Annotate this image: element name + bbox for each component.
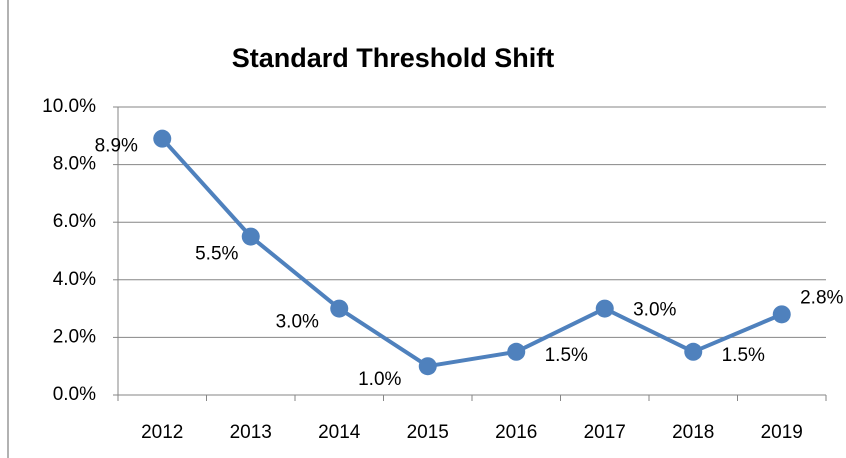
data-label: 3.0%: [633, 300, 676, 321]
data-label: 1.5%: [545, 345, 588, 366]
y-tick-label: 8.0%: [53, 154, 96, 175]
data-label: 5.5%: [195, 244, 238, 265]
data-label: 8.9%: [95, 136, 138, 157]
data-label: 1.5%: [722, 345, 765, 366]
data-label: 2.8%: [800, 287, 843, 308]
marker: [684, 342, 703, 361]
marker: [507, 342, 526, 361]
chart-title: Standard Threshold Shift: [232, 43, 555, 73]
marker: [241, 227, 260, 246]
marker: [153, 129, 172, 148]
x-tick-label: 2014: [318, 422, 361, 443]
y-tick-label: 6.0%: [53, 211, 96, 232]
y-tick-label: 0.0%: [53, 384, 96, 405]
x-tick-label: 2019: [761, 422, 803, 443]
marker: [772, 305, 791, 324]
x-tick-label: 2018: [672, 422, 714, 443]
y-tick-label: 2.0%: [53, 326, 96, 347]
line: [160, 137, 783, 369]
marker: [330, 299, 349, 318]
y-tick-label: 10.0%: [42, 96, 96, 117]
data-label: 3.0%: [276, 312, 319, 333]
data-label: 1.0%: [358, 369, 401, 390]
x-tick-label: 2013: [230, 422, 272, 443]
marker: [418, 357, 437, 376]
marker: [595, 299, 614, 318]
x-tick-label: 2012: [141, 422, 183, 443]
x-tick-label: 2017: [584, 422, 626, 443]
x-tick-label: 2015: [407, 422, 449, 443]
y-tick-label: 4.0%: [53, 269, 96, 290]
x-tick-label: 2016: [495, 422, 537, 443]
